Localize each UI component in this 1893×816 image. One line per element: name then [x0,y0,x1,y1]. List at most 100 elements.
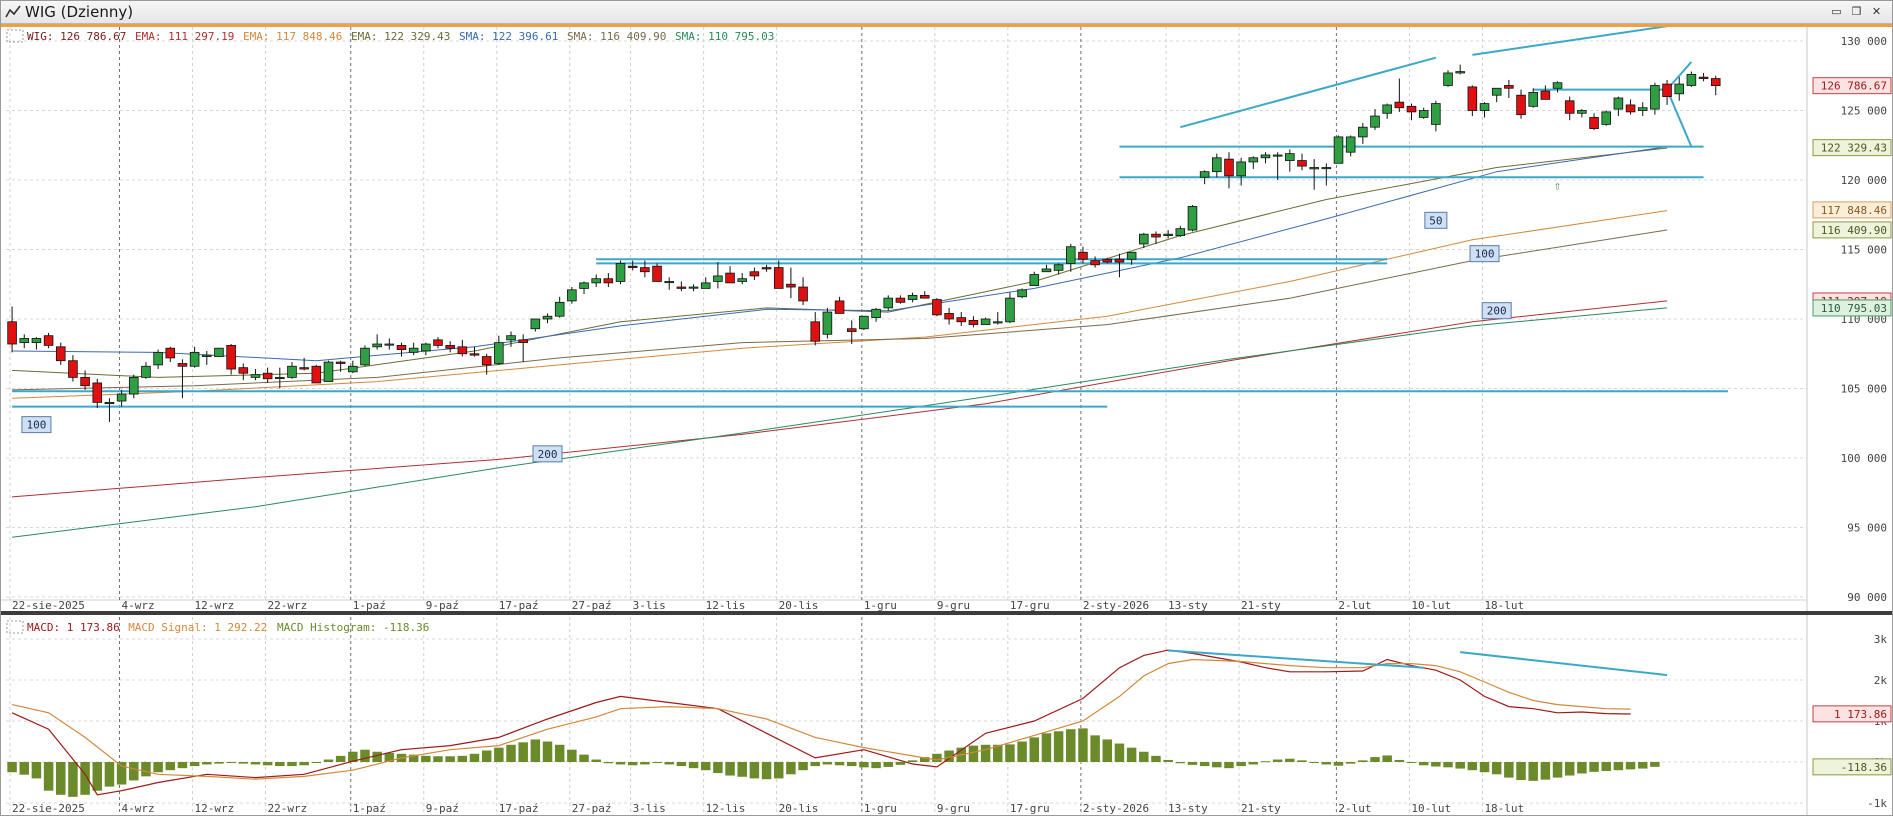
candle-body [907,294,918,300]
candle-body [810,321,821,342]
legend-item: MACD Signal: 1 292.22 [128,621,267,634]
histogram-bar [749,762,760,779]
candle-body [627,265,638,268]
histogram-bar [1431,762,1441,767]
main-legend: WIG: 126 786.67 EMA: 111 297.19 EMA: 117 8… [6,29,774,43]
histogram-bar [1139,751,1149,762]
legend-item: MACD: 1 173.86 [27,621,120,634]
candle-body [1345,136,1356,153]
histogram-bar [1248,762,1259,765]
trend-line [1472,27,1668,56]
histogram-bar [1102,739,1113,762]
histogram-bar [1114,743,1125,762]
histogram-bar [177,762,188,769]
legend-item: SMA: 116 409.90 [567,30,666,43]
x-tick-label: 22-wrz [268,802,308,815]
histogram-bar [859,762,869,768]
restore-button[interactable]: ❐ [1851,5,1862,18]
histogram-bar [189,762,200,767]
up-arrow-marker: ⇧ [1554,179,1561,193]
y-tick-label: 130 000 [1841,35,1887,48]
candle-body [1443,72,1453,86]
histogram-bar [883,762,893,767]
histogram-bar [56,762,66,795]
candle-body [591,278,601,284]
candle-body [1199,171,1210,178]
candle-body [1455,71,1465,74]
candle-body [1272,154,1283,157]
minimize-button[interactable]: ▭ [1831,5,1842,18]
candle-body [1139,233,1149,245]
candle-body [1674,83,1685,95]
candle-body [384,343,395,346]
histogram-bar [1394,759,1405,762]
histogram-bar [506,744,516,762]
price-tag [1812,77,1892,95]
candle-body [1418,110,1429,118]
period-tag-label: 200 [538,448,558,461]
histogram-bar [202,762,212,765]
macd-line [11,649,1631,796]
histogram-bar [1285,758,1295,762]
candle-body [323,361,334,382]
y-tick-label: 100 000 [1841,452,1887,465]
x-tick-label: 21-sty [1241,599,1281,612]
candle-body [1540,90,1551,100]
histogram-bar [372,751,382,762]
candle-body [19,338,30,344]
histogram-bar [895,762,906,765]
candle-body [1479,103,1490,111]
candle-body [7,321,17,345]
candle-body [116,393,127,402]
candle-body [1552,82,1563,89]
candle-body [518,339,528,344]
histogram-bar [1236,762,1246,767]
candle-body [445,345,455,349]
x-tick-label: 12-wrz [195,802,235,815]
macd-legend: MACD: 1 173.86 MACD Signal: 1 292.22 MACD … [6,620,429,634]
candle-body [1236,161,1246,177]
price-tag-label: 126 786.67 [1821,80,1887,93]
candle-body [1686,73,1697,86]
histogram-bar [846,762,857,767]
candle-body [1662,83,1672,98]
histogram-bar [141,762,151,777]
candle-body [725,272,735,284]
histogram-bar [129,762,139,781]
histogram-bar [384,752,395,762]
x-tick-label: 17-gru [1010,802,1050,815]
candle-body [1577,110,1587,114]
macd-lines [11,649,1668,796]
period-tag [532,445,563,463]
candle-body [68,360,78,378]
candle-body [1151,233,1161,238]
histogram-bar [31,762,42,779]
histogram-bar [1163,759,1173,762]
x-tick-label: 9-paź [426,802,459,815]
x-tick-label: 10-lut [1411,802,1451,815]
x-tick-label: 12-lis [706,599,746,612]
title-bar[interactable]: WIG (Dzienny) ▭ ❐ ✕ [1,1,1892,24]
ma-line [12,229,1668,391]
candle-body [1601,111,1611,125]
candle-body [275,376,285,379]
candle-body [919,294,930,299]
candle-body [1467,86,1478,111]
x-tick-label: 20-lis [779,802,819,815]
candle-body [664,281,674,284]
histogram-bar [1625,762,1636,770]
close-button[interactable]: ✕ [1871,5,1882,18]
histogram-bar [530,739,541,762]
x-tick-label: 18-lut [1484,599,1524,612]
candle-body [1309,167,1319,170]
histogram-bar [481,750,492,762]
histogram-bar [822,762,833,765]
candle-body [128,376,139,395]
histogram-bar [335,755,346,762]
x-tick-label: 1-gru [864,802,897,815]
x-tick-label: 2-lut [1338,802,1371,815]
x-tick-label: 27-paź [572,802,612,815]
histogram-bar [68,762,78,797]
